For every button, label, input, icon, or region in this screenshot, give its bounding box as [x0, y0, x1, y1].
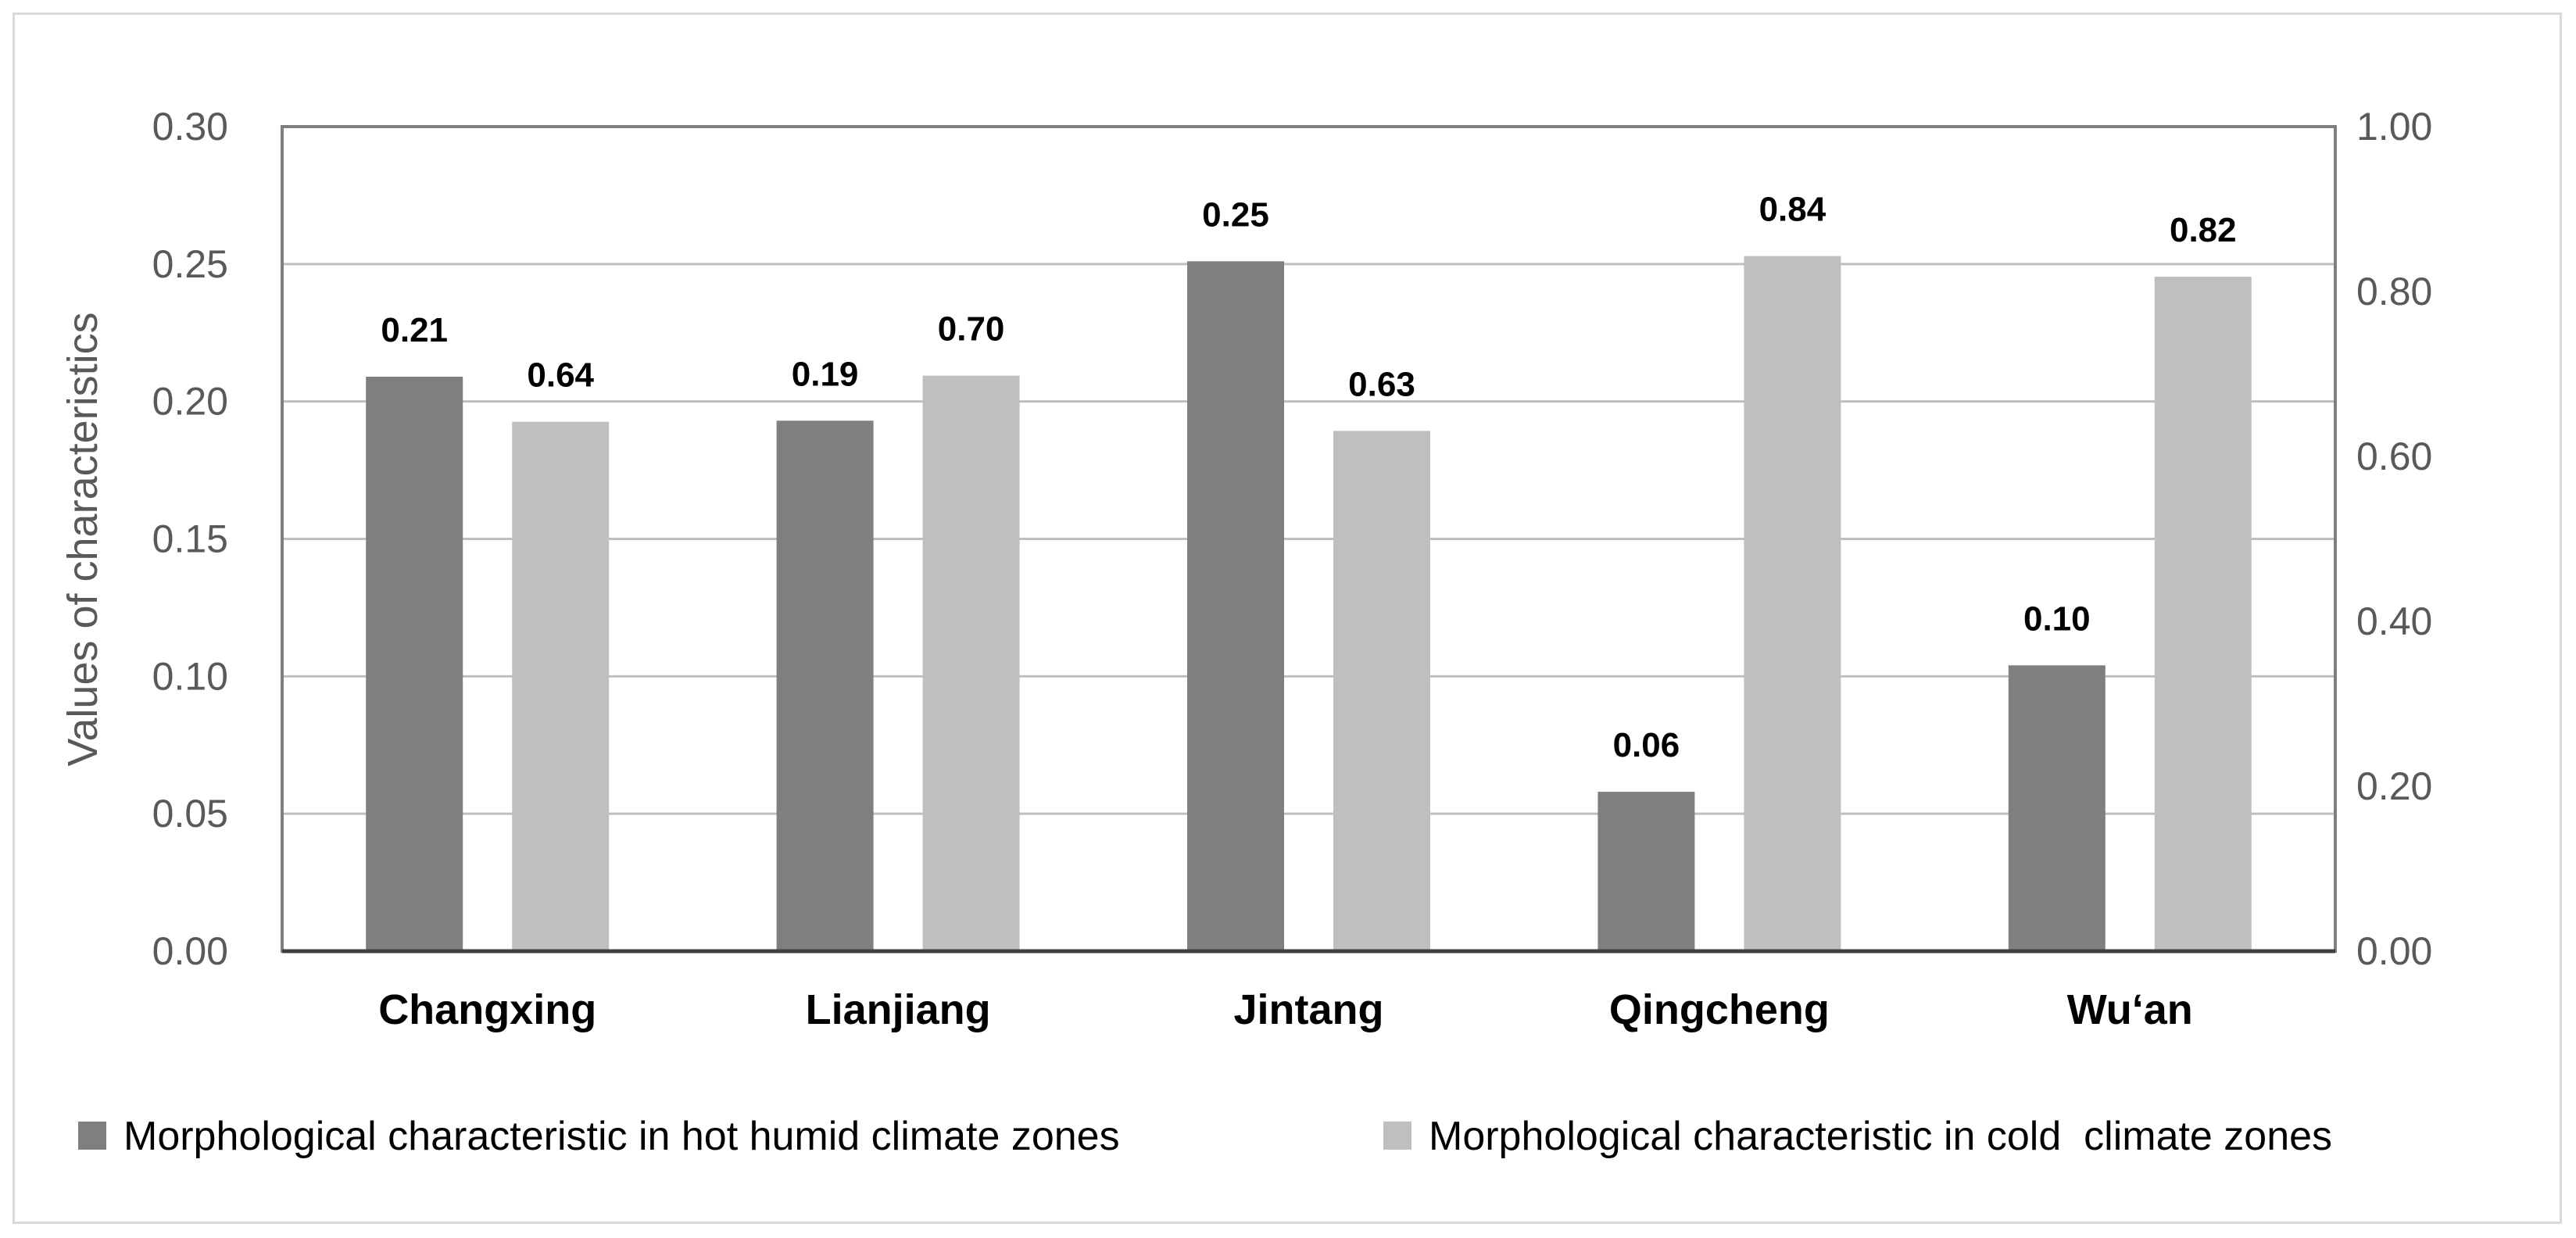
left-tick-label: 0.20: [152, 380, 228, 424]
bars: [366, 256, 2252, 952]
bar-series-1: [366, 377, 463, 951]
data-label: 0.82: [2170, 211, 2237, 249]
left-y-axis-ticks: 0.00 0.05 0.10 0.15 0.20 0.25 0.30: [152, 105, 228, 973]
left-tick-label: 0.05: [152, 792, 228, 835]
category-label: Jintang: [1233, 986, 1383, 1033]
data-label: 0.10: [2023, 599, 2091, 638]
data-label: 0.21: [381, 311, 448, 349]
legend-entry: Morphological characteristic in hot humi…: [123, 1114, 1120, 1159]
right-tick-label: 0.40: [2356, 599, 2432, 643]
right-tick-label: 1.00: [2356, 105, 2432, 148]
data-label: 0.25: [1202, 195, 1269, 234]
left-tick-label: 0.30: [152, 105, 228, 148]
gridlines: [282, 263, 2335, 815]
right-tick-label: 0.00: [2356, 929, 2432, 973]
category-label: Changxing: [378, 986, 596, 1033]
bar-series-2: [2154, 277, 2252, 951]
data-label: 0.70: [938, 310, 1005, 349]
legend-swatch: [1383, 1122, 1411, 1150]
bar-series-2: [1744, 256, 1841, 951]
bar-series-2: [1333, 431, 1430, 951]
data-label: 0.64: [527, 356, 594, 395]
right-tick-label: 0.80: [2356, 270, 2432, 313]
category-label: Lianjiang: [806, 986, 991, 1033]
left-tick-label: 0.15: [152, 517, 228, 561]
bar-series-2: [512, 421, 610, 951]
data-label: 0.63: [1348, 365, 1415, 403]
category-label: Wu‘an: [2067, 986, 2193, 1033]
left-tick-label: 0.10: [152, 654, 228, 698]
data-label: 0.84: [1759, 191, 1826, 229]
data-labels: 0.21 0.64 0.19 0.70 0.25 0.63 0.06 0.84 0.10 0.82: [381, 191, 2236, 764]
bar-series-1: [2008, 665, 2106, 951]
bar-series-1: [776, 420, 874, 951]
left-tick-label: 0.25: [152, 242, 228, 286]
data-label: 0.06: [1613, 726, 1680, 764]
category-label: Qingcheng: [1609, 986, 1830, 1033]
bar-series-2: [922, 375, 1020, 951]
data-label: 0.19: [792, 355, 859, 393]
bar-series-1: [1597, 792, 1695, 951]
y-axis-title: Values of characteristics: [59, 312, 106, 766]
legend: Morphological characteristic in hot humi…: [78, 1114, 2332, 1159]
left-tick-label: 0.00: [152, 929, 228, 973]
category-labels: Changxing Lianjiang Jintang Qingcheng Wu‘an: [378, 986, 2193, 1033]
right-tick-label: 0.60: [2356, 435, 2432, 478]
right-y-axis-ticks: 0.00 0.20 0.40 0.60 0.80 1.00: [2356, 105, 2432, 973]
right-tick-label: 0.20: [2356, 764, 2432, 808]
bar-series-1: [1187, 261, 1284, 952]
legend-swatch: [78, 1122, 106, 1150]
legend-entry: Morphological characteristic in cold cli…: [1429, 1114, 2332, 1159]
